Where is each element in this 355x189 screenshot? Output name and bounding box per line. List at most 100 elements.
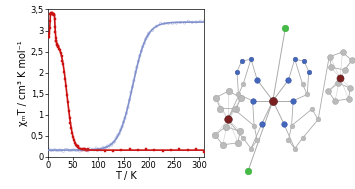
Point — [102, 147, 107, 150]
Point — [51, 12, 56, 15]
Point — [52, 25, 58, 28]
Point — [55, 45, 61, 48]
Point — [54, 42, 60, 45]
Point — [315, 118, 321, 121]
Point — [65, 100, 71, 103]
Point — [50, 12, 56, 15]
Point — [69, 127, 74, 130]
Point — [113, 136, 119, 139]
Point — [342, 68, 348, 71]
Point — [236, 93, 241, 96]
Point — [134, 66, 140, 69]
Point — [327, 55, 333, 58]
Point — [290, 99, 296, 102]
Point — [100, 146, 105, 149]
Point — [213, 96, 219, 99]
Point — [69, 132, 75, 135]
Point — [51, 13, 57, 16]
Point — [154, 25, 159, 28]
Point — [225, 118, 230, 121]
Point — [81, 148, 87, 151]
Point — [304, 93, 310, 96]
Point — [248, 58, 254, 61]
Point — [218, 107, 223, 110]
Point — [237, 130, 243, 133]
Point — [49, 12, 55, 15]
Point — [220, 143, 225, 146]
Point — [289, 124, 294, 127]
Point — [122, 117, 128, 120]
Point — [93, 147, 99, 150]
Point — [118, 128, 124, 131]
Point — [306, 70, 312, 73]
Point — [212, 133, 218, 136]
Point — [73, 143, 78, 146]
Point — [201, 150, 207, 153]
Point — [59, 55, 64, 58]
Point — [292, 58, 297, 61]
Point — [201, 20, 207, 23]
Point — [54, 149, 60, 152]
Point — [190, 21, 195, 24]
Point — [146, 32, 152, 35]
Point — [79, 148, 85, 151]
Point — [70, 136, 76, 139]
Point — [240, 83, 246, 86]
Point — [225, 118, 231, 121]
Point — [81, 148, 87, 151]
Point — [259, 122, 265, 125]
Point — [125, 106, 131, 109]
Point — [346, 97, 351, 100]
Point — [124, 112, 129, 115]
Point — [56, 149, 62, 152]
Point — [136, 60, 141, 63]
Point — [66, 109, 71, 112]
Point — [193, 148, 199, 151]
Point — [250, 99, 255, 102]
Point — [245, 170, 251, 173]
Point — [248, 147, 254, 150]
Point — [67, 122, 73, 125]
Point — [231, 108, 237, 111]
Point — [58, 52, 64, 55]
Point — [75, 149, 81, 152]
Point — [193, 21, 199, 24]
Point — [60, 59, 65, 62]
Point — [60, 63, 66, 66]
Point — [239, 60, 245, 63]
Y-axis label: χₘT / cm³ K mol⁻¹: χₘT / cm³ K mol⁻¹ — [18, 40, 28, 126]
Point — [174, 22, 179, 25]
Point — [300, 137, 305, 140]
Point — [286, 78, 291, 81]
Point — [65, 148, 70, 151]
Point — [67, 116, 72, 119]
Point — [340, 51, 345, 54]
Point — [255, 139, 260, 142]
Point — [326, 90, 331, 93]
Point — [54, 40, 59, 43]
Point — [53, 31, 58, 34]
Point — [301, 60, 307, 63]
Point — [50, 149, 56, 152]
Point — [102, 149, 108, 152]
Point — [48, 12, 53, 15]
Point — [103, 146, 109, 149]
Point — [50, 12, 55, 15]
Point — [55, 45, 60, 48]
Point — [67, 149, 72, 152]
Point — [79, 148, 85, 151]
Point — [348, 86, 353, 89]
Point — [121, 121, 126, 124]
Point — [150, 29, 155, 32]
Point — [98, 149, 104, 152]
Point — [248, 58, 254, 61]
Point — [94, 149, 99, 152]
Point — [104, 145, 110, 148]
Point — [286, 139, 291, 142]
Point — [292, 147, 297, 150]
Point — [141, 42, 147, 45]
Point — [107, 143, 113, 146]
Point — [185, 20, 191, 23]
Point — [85, 149, 91, 152]
Point — [181, 21, 187, 24]
